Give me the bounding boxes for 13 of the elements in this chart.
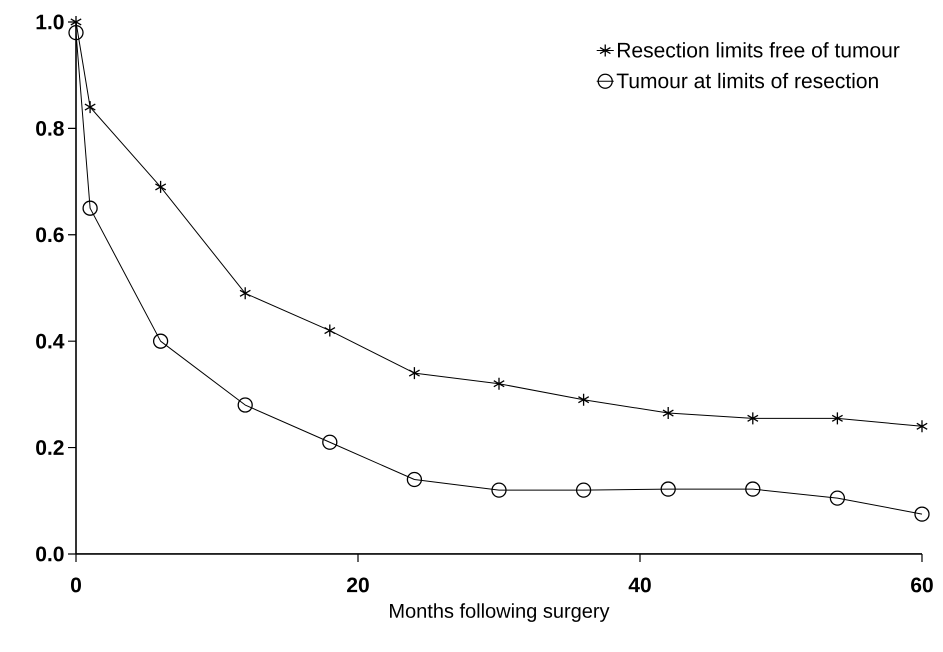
y-tick-label: 0.0 [36,546,64,562]
y-tick-label: 0.4 [36,334,64,349]
y-tick-label: 0.8 [36,120,64,136]
x-tick-label: 40 [628,578,651,592]
x-tick-label: 0 [70,578,81,592]
y-tick-label: 0.6 [36,227,64,242]
x-tick-label: 60 [911,578,933,592]
y-tick-label: 0.2 [36,440,64,456]
x-axis-title: Months following surgery [390,603,610,622]
x-tick-label: 20 [347,578,369,592]
legend-label: Tumour at limits of resection [616,72,878,88]
legend-label: Resection limits free of tumour [618,42,900,58]
y-tick-label: 1.0 [36,14,64,30]
